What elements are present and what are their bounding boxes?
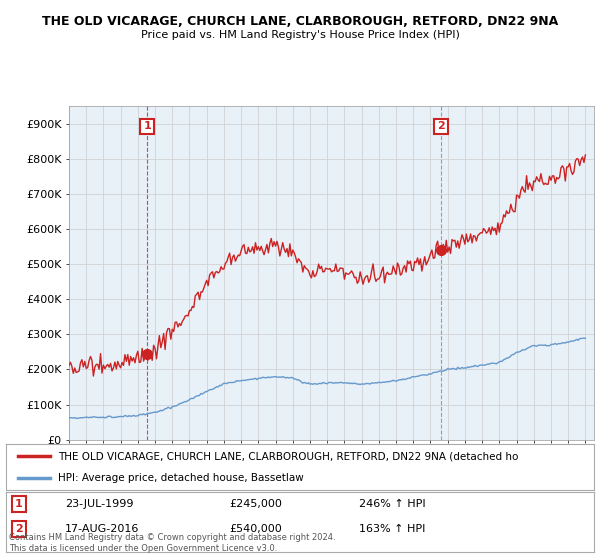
Text: HPI: Average price, detached house, Bassetlaw: HPI: Average price, detached house, Bass… <box>58 473 304 483</box>
Text: 2: 2 <box>15 524 23 534</box>
Text: 17-AUG-2016: 17-AUG-2016 <box>65 524 139 534</box>
Text: 246% ↑ HPI: 246% ↑ HPI <box>359 498 425 508</box>
Text: THE OLD VICARAGE, CHURCH LANE, CLARBOROUGH, RETFORD, DN22 9NA: THE OLD VICARAGE, CHURCH LANE, CLARBOROU… <box>42 15 558 27</box>
Text: 1: 1 <box>143 122 151 132</box>
Text: THE OLD VICARAGE, CHURCH LANE, CLARBOROUGH, RETFORD, DN22 9NA (detached ho: THE OLD VICARAGE, CHURCH LANE, CLARBOROU… <box>58 451 518 461</box>
Text: 163% ↑ HPI: 163% ↑ HPI <box>359 524 425 534</box>
Text: Contains HM Land Registry data © Crown copyright and database right 2024.
This d: Contains HM Land Registry data © Crown c… <box>9 533 335 553</box>
Text: Price paid vs. HM Land Registry's House Price Index (HPI): Price paid vs. HM Land Registry's House … <box>140 30 460 40</box>
Text: £245,000: £245,000 <box>229 498 283 508</box>
Text: £540,000: £540,000 <box>229 524 282 534</box>
Text: 23-JUL-1999: 23-JUL-1999 <box>65 498 133 508</box>
Text: 2: 2 <box>437 122 445 132</box>
Text: 1: 1 <box>15 498 23 508</box>
